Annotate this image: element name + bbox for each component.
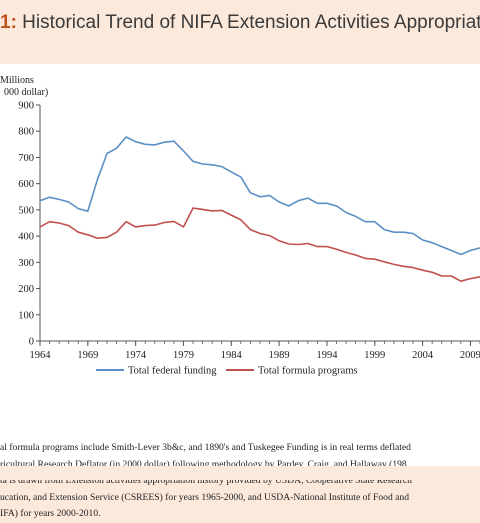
footnote-line: ricultural Research Deflator (in 2000 do… <box>0 458 407 470</box>
bottom-strip <box>0 466 480 480</box>
y-tick-label: 900 <box>18 101 34 112</box>
series-layer <box>39 136 480 282</box>
y-tick-label: 500 <box>18 205 34 216</box>
footnote-line: al formula programs include Smith-Lever … <box>0 442 411 453</box>
title-prefix: 1: <box>0 12 17 33</box>
series-line-total-federal-funding <box>39 136 480 256</box>
y-axis-label-line2: 000 dollar) <box>4 87 48 98</box>
x-tick-label: 2009 <box>460 350 480 361</box>
x-tick-label: 1979 <box>173 350 194 361</box>
y-tick-label: 100 <box>18 310 34 321</box>
x-tick-label: 1964 <box>30 350 52 361</box>
legend: Total federal funding Total formula progr… <box>96 366 358 377</box>
y-tick-label: 300 <box>18 258 34 269</box>
y-tick-label: 200 <box>18 284 34 295</box>
x-tick-label: 1989 <box>269 350 290 361</box>
x-tick-label: 1984 <box>221 350 243 361</box>
chart-panel: Millions 000 dollar) 0 100 200 300 400 500 600… <box>0 64 480 519</box>
legend-label: Total federal funding <box>128 366 217 377</box>
x-tick-label: 1974 <box>125 350 147 361</box>
line-chart: Millions 000 dollar) 0 100 200 300 400 500 600… <box>0 75 480 377</box>
footnote-line: ucation, and Extension Service (CSREES) … <box>0 491 409 503</box>
y-tick-label: 400 <box>18 232 34 243</box>
y-tick-label: 600 <box>18 179 34 190</box>
footnote-line: IFA) for years 2000-2010. <box>0 508 101 519</box>
title-main: Historical Trend of NIFA Extension Activ… <box>22 12 480 33</box>
footnotes: al formula programs include Smith-Lever … <box>0 440 480 523</box>
y-tick-label: 700 <box>18 153 34 164</box>
legend-label: Total formula programs <box>258 366 358 377</box>
series-line-total-formula-programs <box>39 207 480 282</box>
page-title: 1: Historical Trend of NIFA Extension Ac… <box>0 12 480 34</box>
y-axis-label-line1: Millions <box>0 75 34 86</box>
y-tick-label: 800 <box>18 127 34 138</box>
axes: 0 100 200 300 400 500 600 700 800 900 1964 1969 1974… <box>18 101 480 361</box>
y-tick-label: 0 <box>29 337 34 348</box>
x-tick-label: 1999 <box>364 350 385 361</box>
title-bar: 1: Historical Trend of NIFA Extension Ac… <box>0 0 480 50</box>
x-tick-label: 1969 <box>77 350 98 361</box>
x-tick-label: 1994 <box>316 350 338 361</box>
x-tick-label: 2004 <box>412 350 434 361</box>
